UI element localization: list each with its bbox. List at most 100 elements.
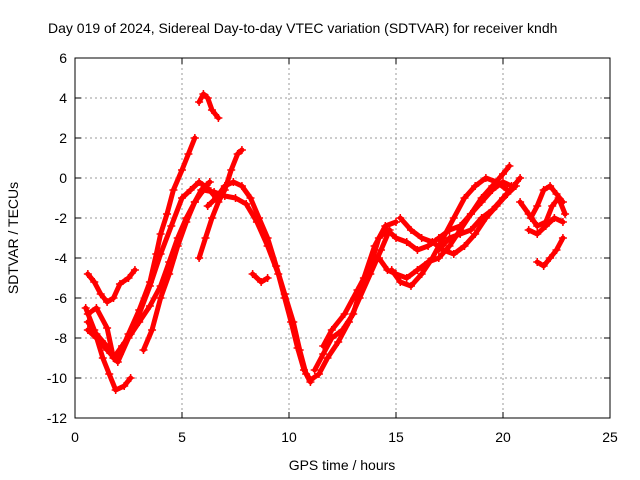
data-point [327, 326, 336, 334]
series-arc-15 [397, 183, 519, 257]
data-point [92, 334, 101, 342]
series-group [81, 90, 570, 394]
data-point [434, 246, 443, 254]
data-point [449, 250, 458, 258]
data-point [323, 354, 332, 362]
data-point [227, 166, 236, 174]
x-tick-label: 10 [281, 429, 297, 445]
series-arc-1 [85, 267, 138, 305]
data-point [417, 234, 426, 242]
y-tick-label: 2 [59, 130, 67, 146]
data-point [248, 270, 257, 278]
data-point [477, 214, 486, 222]
data-point [471, 182, 480, 190]
y-tick-label: 0 [59, 170, 67, 186]
data-point [167, 222, 176, 230]
data-point [428, 238, 437, 246]
data-point [195, 98, 204, 106]
data-point [295, 346, 304, 354]
data-point [163, 210, 172, 218]
data-point [539, 262, 548, 270]
data-point [406, 226, 415, 234]
data-point [310, 366, 319, 374]
data-point [184, 150, 193, 158]
data-point [539, 186, 548, 194]
data-point [499, 194, 507, 202]
plot-frame [74, 57, 611, 419]
data-point [552, 190, 561, 198]
data-point [516, 198, 525, 206]
data-point [289, 318, 298, 326]
data-point [396, 278, 405, 286]
data-point [190, 134, 199, 142]
data-point [550, 214, 559, 222]
data-point [120, 382, 129, 390]
data-point [428, 254, 437, 262]
x-axis-label: GPS time / hours [289, 457, 396, 473]
data-point [481, 174, 490, 182]
data-point [340, 310, 349, 318]
data-point [190, 198, 199, 206]
data-point [139, 346, 148, 354]
data-point [477, 198, 486, 206]
data-point [492, 178, 501, 186]
data-point [195, 178, 204, 186]
data-point [413, 246, 422, 254]
y-tick-label: -4 [55, 250, 68, 266]
data-point [214, 114, 223, 122]
data-point [195, 254, 204, 262]
data-point [186, 186, 195, 194]
x-tick-label: 0 [71, 429, 79, 445]
data-point [561, 210, 570, 218]
data-point [237, 182, 246, 190]
data-point [220, 182, 229, 190]
data-point [272, 262, 281, 270]
data-point [424, 242, 433, 250]
data-point [383, 226, 392, 234]
data-point [165, 270, 174, 278]
data-point [83, 310, 92, 318]
series-arc-5 [85, 187, 393, 383]
y-tick-label: -12 [47, 410, 67, 426]
data-point [406, 282, 415, 290]
data-point [98, 354, 107, 362]
data-point [246, 194, 255, 202]
data-point [374, 254, 383, 262]
data-point [92, 304, 101, 312]
data-point [178, 194, 186, 202]
data-point [466, 210, 475, 218]
data-point [109, 294, 118, 302]
data-point [558, 234, 567, 242]
data-point [103, 298, 112, 306]
data-point [83, 270, 92, 278]
data-point [499, 170, 507, 178]
data-point [366, 262, 375, 270]
data-point [231, 194, 240, 202]
data-point [374, 234, 383, 242]
data-point [96, 290, 105, 298]
data-point [83, 318, 92, 326]
data-point [182, 218, 191, 226]
data-point [103, 346, 112, 354]
data-point [319, 350, 328, 358]
data-point [205, 178, 214, 186]
data-point [338, 326, 347, 334]
tick-marks [74, 57, 611, 419]
grid [75, 58, 610, 418]
data-point [526, 214, 535, 222]
data-point [334, 338, 343, 346]
data-point [546, 254, 555, 262]
data-point [488, 206, 497, 214]
data-point [210, 188, 219, 196]
data-point [306, 378, 315, 386]
x-tick-label: 15 [388, 429, 404, 445]
data-point [229, 178, 238, 186]
series-arc-16 [436, 175, 523, 253]
y-axis-label: SDTVAR / TECUs [5, 182, 21, 294]
data-point [488, 186, 497, 194]
data-point [103, 324, 112, 332]
data-point [445, 242, 454, 250]
data-point [257, 278, 266, 286]
data-point [392, 234, 400, 242]
